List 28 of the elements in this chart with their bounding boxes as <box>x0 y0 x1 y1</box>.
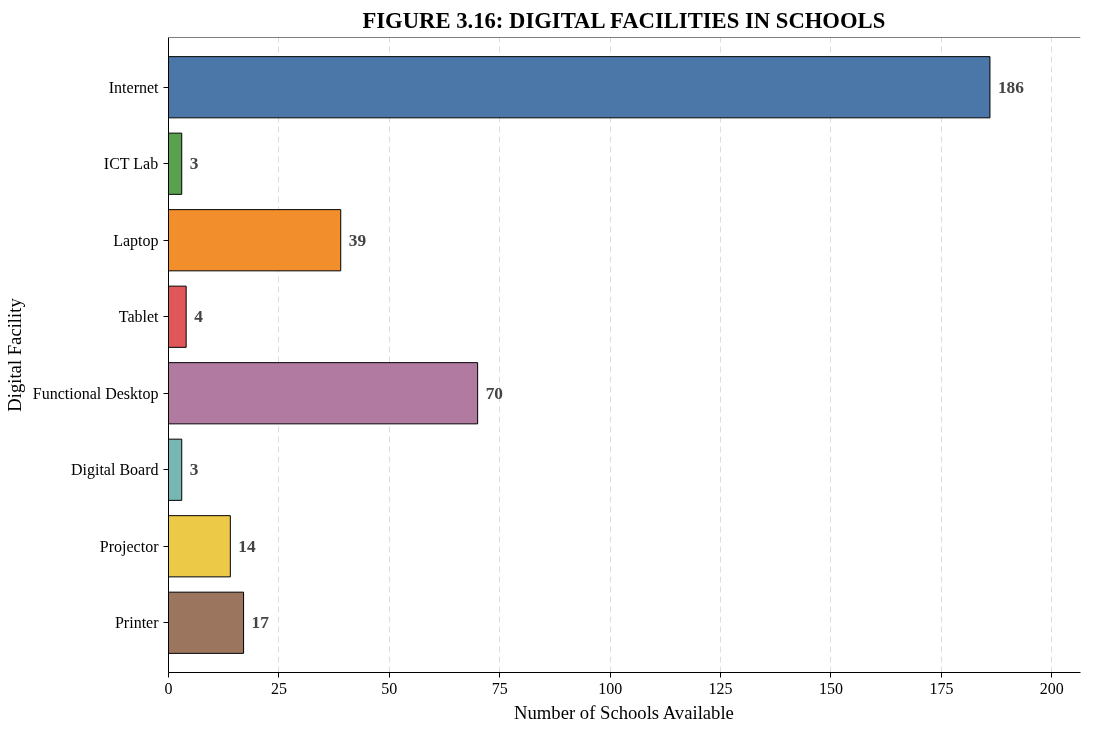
y-tick-label: Laptop <box>113 231 159 250</box>
data-label: 3 <box>189 154 199 174</box>
x-tick-label: 25 <box>270 679 287 697</box>
y-tick-label: Printer <box>114 614 160 632</box>
x-tick-label: 100 <box>598 679 623 697</box>
data-label: 39 <box>348 230 367 250</box>
x-tick-label: 175 <box>929 679 954 697</box>
data-label: 14 <box>238 536 256 556</box>
x-tick-label: 50 <box>381 679 398 697</box>
y-tick-label: Tablet <box>118 308 160 326</box>
y-tick-label: Internet <box>108 78 160 96</box>
y-tick-label: Digital Board <box>70 461 159 480</box>
x-tick-label: 200 <box>1039 679 1064 697</box>
data-label: 70 <box>485 383 503 403</box>
chart-title: FIGURE 3.16: DIGITAL FACILITIES IN SCHOOLS <box>362 7 886 33</box>
data-label: 3 <box>189 460 199 480</box>
y-axis-title: Digital Facility <box>3 297 25 412</box>
data-label: 186 <box>997 77 1025 97</box>
data-label: 4 <box>194 307 204 327</box>
x-tick-label: 0 <box>164 679 173 697</box>
x-tick-label: 150 <box>818 679 843 697</box>
data-label: 17 <box>251 613 270 633</box>
y-tick-label: Functional Desktop <box>32 384 159 403</box>
x-tick-label: 75 <box>491 679 508 697</box>
x-axis-title: Number of Schools Available <box>514 701 734 723</box>
x-tick-label: 125 <box>708 679 733 697</box>
y-tick-label: Projector <box>99 537 160 556</box>
y-tick-label: ICT Lab <box>103 155 159 173</box>
